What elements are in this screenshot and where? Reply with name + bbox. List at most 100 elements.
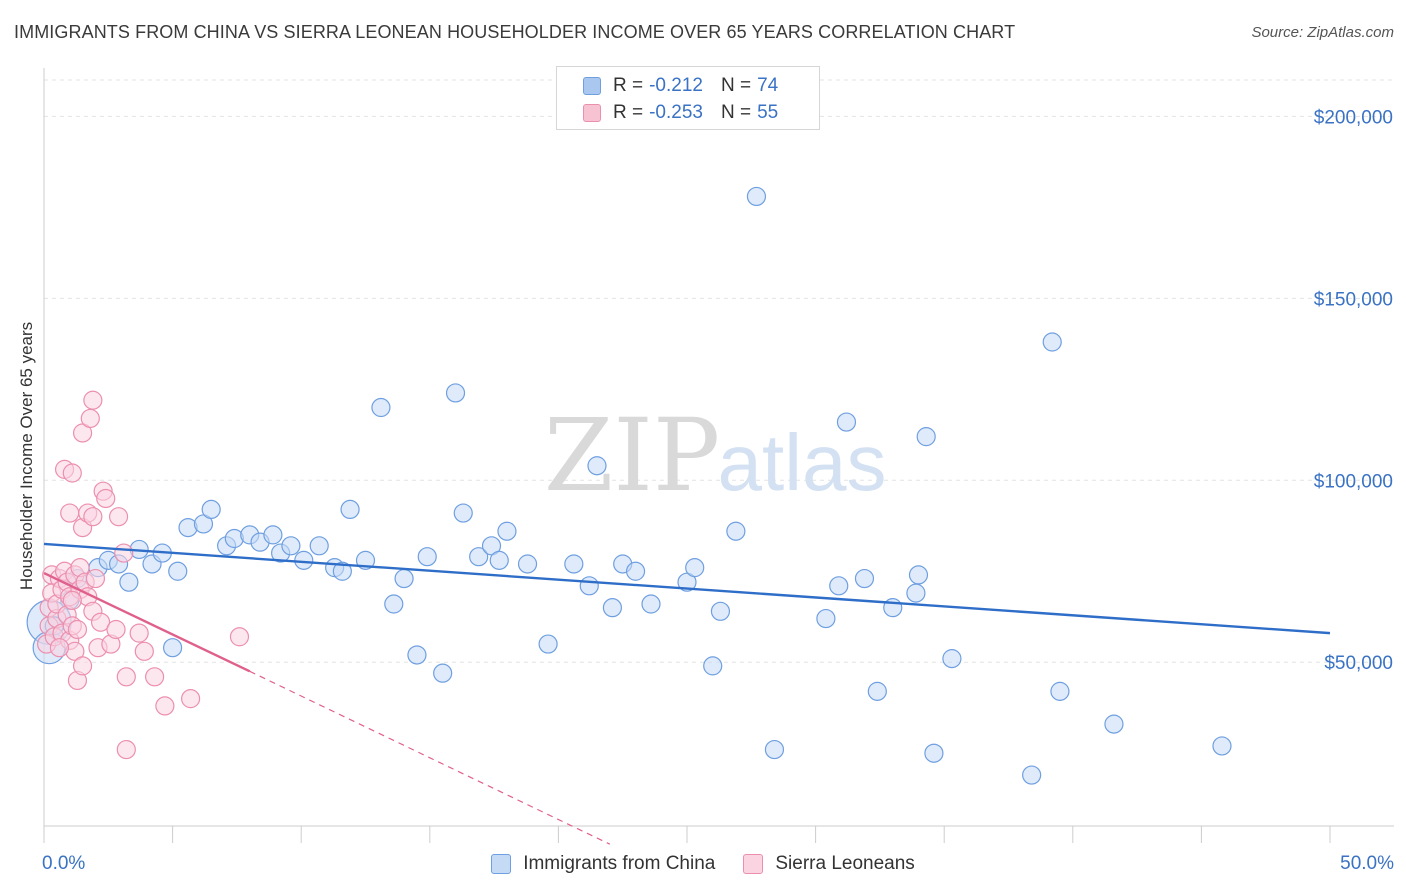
y-tick-label: $100,000 bbox=[1314, 471, 1393, 492]
legend-swatch-china bbox=[491, 854, 512, 874]
data-point bbox=[538, 634, 558, 654]
data-point bbox=[90, 612, 111, 632]
data-point bbox=[916, 427, 936, 447]
data-point bbox=[62, 590, 82, 610]
data-point bbox=[116, 739, 136, 760]
data-point bbox=[602, 598, 623, 618]
data-point bbox=[710, 601, 731, 621]
data-point bbox=[134, 641, 154, 661]
data-point bbox=[703, 656, 723, 676]
trend-line-extension bbox=[249, 670, 611, 845]
data-point bbox=[168, 561, 188, 581]
r-value: -0.253 bbox=[649, 102, 703, 123]
data-point bbox=[83, 507, 103, 527]
data-point bbox=[263, 525, 283, 545]
data-point bbox=[281, 536, 301, 556]
watermark-zip: ZIP bbox=[544, 397, 720, 514]
axes bbox=[43, 68, 1394, 843]
legend-item-sierra-leonean[interactable]: Sierra Leoneans bbox=[743, 853, 915, 875]
data-point bbox=[114, 543, 134, 563]
watermark: ZIP atlas bbox=[544, 397, 887, 514]
n-value: 55 bbox=[757, 102, 779, 123]
data-point bbox=[1104, 714, 1124, 734]
data-point bbox=[924, 743, 944, 763]
legend-item-china[interactable]: Immigrants from China bbox=[491, 853, 715, 875]
x-tick-label-min: 0.0% bbox=[42, 853, 85, 874]
data-point bbox=[1050, 681, 1070, 701]
data-point bbox=[469, 547, 489, 567]
data-point bbox=[587, 456, 607, 476]
data-point bbox=[579, 576, 599, 596]
legend-swatch-sierra-leonean bbox=[583, 104, 601, 122]
trend-line bbox=[43, 572, 251, 673]
legend-row-sierra-leonean: R = -0.253 N = 55 bbox=[583, 100, 778, 126]
data-point bbox=[625, 561, 646, 581]
data-point bbox=[497, 521, 517, 541]
data-point bbox=[489, 550, 509, 570]
data-point bbox=[764, 739, 785, 760]
data-point bbox=[201, 499, 221, 520]
data-point bbox=[83, 390, 103, 410]
n-label: N = bbox=[720, 75, 752, 96]
r-label: R = bbox=[613, 75, 644, 96]
data-point bbox=[85, 568, 106, 589]
data-point bbox=[116, 667, 136, 687]
data-point bbox=[1212, 736, 1232, 756]
data-point bbox=[49, 638, 70, 658]
series-sierra-leonean-points bbox=[36, 390, 250, 760]
data-point bbox=[80, 408, 100, 429]
legend-label-china: Immigrants from China bbox=[523, 853, 716, 874]
data-point bbox=[726, 521, 746, 541]
data-point bbox=[60, 503, 80, 523]
legend-label-sierra-leonean: Sierra Leoneans bbox=[775, 853, 915, 874]
data-point bbox=[829, 576, 849, 596]
legend-swatch-china bbox=[583, 77, 601, 95]
series-legend: Immigrants from China Sierra Leoneans bbox=[0, 851, 1406, 877]
data-point bbox=[155, 696, 175, 716]
data-point bbox=[163, 638, 183, 658]
n-label: N = bbox=[720, 102, 752, 123]
watermark-atlas: atlas bbox=[718, 418, 887, 507]
legend-swatch-sierra-leonean bbox=[743, 854, 764, 874]
data-point bbox=[564, 554, 584, 574]
data-point bbox=[906, 583, 926, 603]
data-point bbox=[1042, 332, 1062, 352]
data-point bbox=[407, 645, 427, 665]
data-point bbox=[433, 663, 453, 683]
data-point bbox=[453, 503, 473, 523]
data-point bbox=[908, 565, 929, 585]
data-point bbox=[445, 383, 466, 403]
y-tick-label: $50,000 bbox=[1324, 653, 1393, 674]
data-point bbox=[67, 619, 88, 640]
trend-line bbox=[43, 542, 1331, 635]
data-point bbox=[854, 568, 875, 589]
data-point bbox=[108, 507, 129, 527]
n-value: 74 bbox=[757, 75, 779, 96]
data-point bbox=[417, 547, 437, 567]
data-point bbox=[332, 561, 352, 581]
y-tick-label: $150,000 bbox=[1314, 289, 1393, 310]
data-point bbox=[144, 667, 165, 687]
data-point bbox=[96, 488, 116, 509]
data-point bbox=[62, 463, 82, 483]
x-tick-labels: 0.0% 50.0% bbox=[42, 853, 1394, 874]
data-point bbox=[942, 649, 962, 669]
data-point bbox=[836, 412, 857, 432]
legend-row-china: R = -0.212 N = 74 bbox=[583, 73, 778, 99]
data-point bbox=[106, 619, 126, 640]
data-point bbox=[685, 558, 705, 578]
data-point bbox=[384, 594, 404, 614]
data-point bbox=[340, 499, 360, 520]
data-point bbox=[1022, 765, 1042, 785]
data-point bbox=[746, 186, 767, 207]
data-point bbox=[867, 681, 887, 701]
trend-lines bbox=[43, 542, 1331, 845]
data-point bbox=[229, 627, 250, 647]
data-point bbox=[119, 572, 139, 592]
x-tick-label-max: 50.0% bbox=[1340, 853, 1394, 874]
data-point bbox=[309, 536, 329, 556]
y-tick-labels: $50,000 $100,000 $150,000 $200,000 bbox=[1314, 107, 1393, 674]
source-label: Source: ZipAtlas.com bbox=[1251, 24, 1394, 41]
r-value: -0.212 bbox=[649, 75, 703, 96]
